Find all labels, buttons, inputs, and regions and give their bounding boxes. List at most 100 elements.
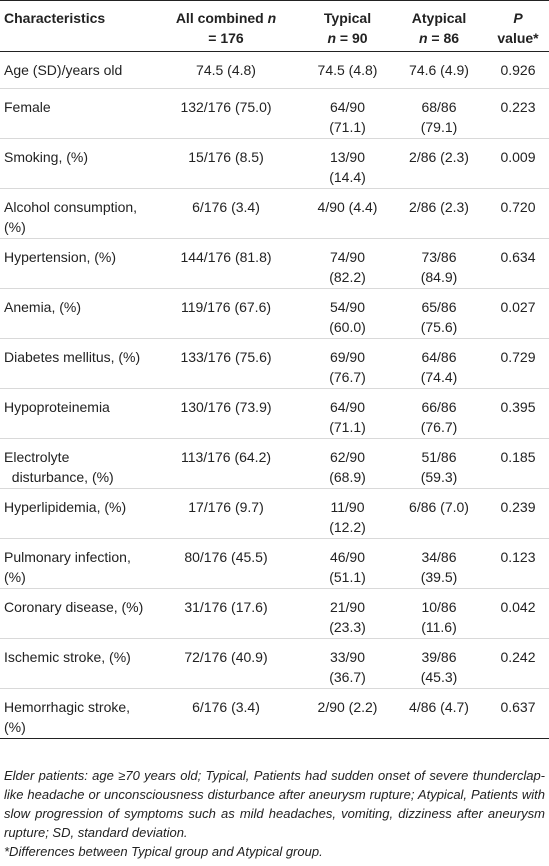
row-typical-line: 62/90 [329,449,366,465]
row-characteristic: Alcohol consumption, (%) [0,188,148,239]
row-typical-line: (51.1) [329,569,366,585]
row-atypical-line: (39.5) [420,569,458,585]
row-atypical-line: (45.3) [420,669,458,685]
table-row: Female 132/176 (75.0) 64/90 (71.1) 68/86 (79.… [0,88,549,139]
row-typical-line: (76.7) [329,369,366,385]
row-atypical-line: (59.3) [420,469,458,485]
row-characteristic-line: Hypoproteinemia [4,399,110,415]
header-all-line1: All combined [175,10,264,26]
row-characteristic: Female [0,88,148,139]
row-typical-line: 21/90 [329,599,366,615]
row-atypical-line: 2/86 (2.3) [409,199,469,215]
row-all-combined: 31/176 (17.6) [148,588,304,639]
header-all-combined: All combined n = 176 [148,0,304,52]
row-typical: 11/90 (12.2) [304,488,391,539]
row-p-value: 0.042 [487,588,549,639]
table-row: Hyperlipidemia, (%) 17/176 (9.7) 11/90 (12.… [0,488,549,539]
row-p-value: 0.009 [487,138,549,189]
row-typical-line: 74/90 [329,249,366,265]
row-atypical-line: 10/86 [421,599,457,615]
row-characteristic-line: Alcohol consumption, [4,199,138,215]
row-characteristic-line: Coronary disease, (%) [4,599,144,615]
row-typical-line: 11/90 [330,499,365,515]
row-all-combined: 17/176 (9.7) [148,488,304,539]
row-typical: 4/90 (4.4) [304,188,391,239]
row-typical-line: 74.5 (4.8) [317,62,378,78]
row-typical-line: (60.0) [329,319,366,335]
header-atypical: Atypical n = 86 [391,0,487,52]
row-typical-line: 64/90 [329,99,366,115]
row-atypical-line: (75.6) [420,319,458,335]
table-header: Characteristics All combined n = 176 Typ… [0,0,549,52]
row-all-combined: 72/176 (40.9) [148,638,304,689]
row-characteristic-line: Female [4,99,51,115]
row-characteristic-line: (%) [4,219,26,235]
row-characteristic: Pulmonary infection, (%) [0,538,148,589]
row-typical: 74.5 (4.8) [304,51,391,89]
header-all-line2: = 176 [208,30,244,46]
row-all-combined: 144/176 (81.8) [148,238,304,289]
row-all-combined: 80/176 (45.5) [148,538,304,589]
row-characteristic: Hemorrhagic stroke, (%) [0,688,148,739]
header-atypical-n: n [418,30,428,46]
table-body: Age (SD)/years old 74.5 (4.8) 74.5 (4.8) 74… [0,51,549,739]
row-p-value: 0.123 [487,538,549,589]
row-all-combined: 132/176 (75.0) [148,88,304,139]
table-row: Hypoproteinemia 130/176 (73.9) 64/90 (71.1)… [0,388,549,439]
row-characteristic: Coronary disease, (%) [0,588,148,639]
row-atypical: 39/86 (45.3) [391,638,487,689]
row-p-value: 0.223 [487,88,549,139]
row-typical-line: 4/90 (4.4) [317,199,378,215]
row-p-value: 0.395 [487,388,549,439]
row-typical-line: (68.9) [329,469,366,485]
row-typical: 21/90 (23.3) [304,588,391,639]
table-row: Ischemic stroke, (%) 72/176 (40.9) 33/90 (3… [0,638,549,689]
table-row: Anemia, (%) 119/176 (67.6) 54/90 (60.0) 65/8… [0,288,549,339]
row-characteristic-line: Electrolyte [4,449,70,465]
row-characteristic-line: (%) [4,719,26,735]
table-row: Hypertension, (%) 144/176 (81.8) 74/90 (82.… [0,238,549,289]
row-atypical-line: 64/86 [421,349,457,365]
row-p-value: 0.926 [487,51,549,89]
table-row: Electrolyte disturbance, (%) 113/176 (64.… [0,438,549,489]
row-p-value: 0.634 [487,238,549,289]
row-typical-line: 54/90 [329,299,366,315]
row-typical-line: 46/90 [329,549,366,565]
characteristics-table: Characteristics All combined n = 176 Typ… [0,0,549,739]
row-atypical: 51/86 (59.3) [391,438,487,489]
row-atypical-line: 51/86 [421,449,457,465]
row-atypical-line: 66/86 [421,399,457,415]
row-typical: 13/90 (14.4) [304,138,391,189]
row-typical: 33/90 (36.7) [304,638,391,689]
row-characteristic-line: disturbance, (%) [4,469,114,485]
row-p-value: 0.185 [487,438,549,489]
row-typical-line: (71.1) [329,119,366,135]
row-characteristic: Anemia, (%) [0,288,148,339]
row-atypical: 2/86 (2.3) [391,188,487,239]
row-typical: 64/90 (71.1) [304,388,391,439]
header-atypical-line2: = 86 [431,30,460,46]
header-characteristics: Characteristics [0,0,148,52]
row-all-combined: 133/176 (75.6) [148,338,304,389]
row-all-combined: 6/176 (3.4) [148,688,304,739]
row-typical: 74/90 (82.2) [304,238,391,289]
row-atypical-line: 68/86 [421,99,457,115]
table-row: Age (SD)/years old 74.5 (4.8) 74.5 (4.8) 74… [0,51,549,89]
row-p-value: 0.637 [487,688,549,739]
header-typical-line1: Typical [323,10,372,26]
row-p-value: 0.729 [487,338,549,389]
footnote-asterisk: *Differences between Typical group and A… [4,844,323,859]
row-all-combined: 130/176 (73.9) [148,388,304,439]
row-typical-line: (23.3) [329,619,366,635]
row-p-value: 0.027 [487,288,549,339]
row-atypical-line: 2/86 (2.3) [409,149,469,165]
row-typical-line: (71.1) [329,419,366,435]
header-row: Characteristics All combined n = 176 Typ… [0,0,549,52]
row-atypical-line: (84.9) [420,269,458,285]
row-typical-line: (14.4) [329,169,366,185]
row-typical-line: (36.7) [329,669,366,685]
row-atypical-line: 6/86 (7.0) [409,499,469,515]
row-atypical: 4/86 (4.7) [391,688,487,739]
row-atypical: 34/86 (39.5) [391,538,487,589]
